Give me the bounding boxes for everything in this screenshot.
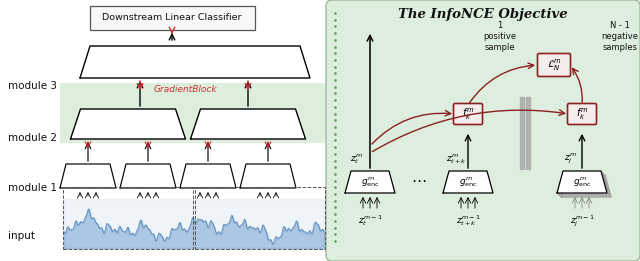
Text: module 2: module 2 xyxy=(8,133,57,143)
Polygon shape xyxy=(120,164,176,188)
Text: $f_k^m$: $f_k^m$ xyxy=(462,106,474,122)
Text: $z_{t+k}^{m-1}$: $z_{t+k}^{m-1}$ xyxy=(456,213,480,228)
FancyBboxPatch shape xyxy=(454,104,483,124)
Text: Downstream Linear Classifier: Downstream Linear Classifier xyxy=(102,14,242,22)
Text: $f_k^m$: $f_k^m$ xyxy=(576,106,588,122)
Polygon shape xyxy=(240,164,296,188)
Polygon shape xyxy=(345,171,395,193)
Polygon shape xyxy=(60,164,116,188)
Bar xyxy=(60,83,325,143)
Polygon shape xyxy=(561,175,611,197)
FancyBboxPatch shape xyxy=(90,6,255,30)
Polygon shape xyxy=(557,171,607,193)
Text: 1
positive
sample: 1 positive sample xyxy=(483,21,516,52)
Bar xyxy=(195,187,325,249)
Text: $z_{t+k}^m$: $z_{t+k}^m$ xyxy=(445,152,467,166)
Text: $z_j^m$: $z_j^m$ xyxy=(564,152,577,166)
Text: $\cdots$: $\cdots$ xyxy=(412,173,427,187)
Bar xyxy=(63,187,193,249)
Text: The InfoNCE Objective: The InfoNCE Objective xyxy=(398,8,568,21)
Polygon shape xyxy=(443,171,493,193)
Text: $z_j^{m-1}$: $z_j^{m-1}$ xyxy=(570,213,595,229)
Text: $g_{\rm enc}^m$: $g_{\rm enc}^m$ xyxy=(459,175,477,189)
Polygon shape xyxy=(80,46,310,78)
Polygon shape xyxy=(70,109,186,139)
Text: module 1: module 1 xyxy=(8,183,57,193)
Text: $\mathcal{L}_N^m$: $\mathcal{L}_N^m$ xyxy=(547,57,561,73)
Polygon shape xyxy=(180,164,236,188)
Text: $z_t^{m-1}$: $z_t^{m-1}$ xyxy=(358,213,382,228)
Text: $z_t^m$: $z_t^m$ xyxy=(349,152,362,166)
Text: $g_{\rm enc}^m$: $g_{\rm enc}^m$ xyxy=(360,175,380,189)
FancyBboxPatch shape xyxy=(568,104,596,124)
Text: GradientBlock: GradientBlock xyxy=(153,85,217,93)
Text: module 3: module 3 xyxy=(8,81,57,91)
Text: N - 1
negative
samples: N - 1 negative samples xyxy=(602,21,639,52)
FancyBboxPatch shape xyxy=(326,0,640,261)
Polygon shape xyxy=(559,173,609,195)
FancyBboxPatch shape xyxy=(538,54,570,76)
Text: $g_{\rm enc}^m$: $g_{\rm enc}^m$ xyxy=(573,175,591,189)
Text: input: input xyxy=(8,231,35,241)
Polygon shape xyxy=(191,109,305,139)
